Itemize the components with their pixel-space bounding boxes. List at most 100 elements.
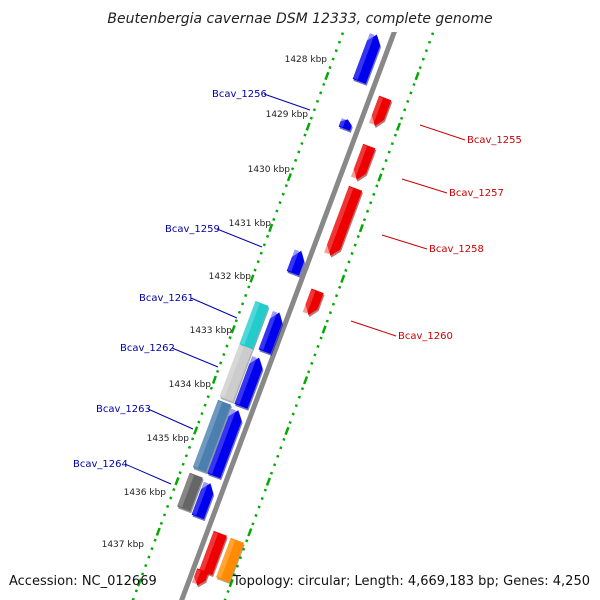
leader-line bbox=[147, 408, 194, 430]
tick-mark bbox=[235, 564, 239, 568]
gene-reverse[interactable] bbox=[368, 95, 393, 131]
gene-reverse[interactable] bbox=[323, 185, 364, 260]
tick-mark bbox=[400, 116, 404, 120]
reverse-gene-label[interactable]: Bcav_1260 bbox=[398, 331, 453, 342]
tick-mark bbox=[319, 91, 323, 95]
tick-mark bbox=[337, 40, 341, 44]
reverse-gene-label[interactable]: Bcav_1257 bbox=[449, 188, 504, 199]
tick-mark bbox=[193, 426, 199, 435]
tick-mark bbox=[234, 319, 238, 323]
tick-mark bbox=[276, 454, 280, 458]
tick-mark bbox=[414, 71, 420, 81]
tick-mark bbox=[256, 260, 260, 264]
tick-mark bbox=[226, 589, 230, 594]
tick-mark bbox=[390, 142, 394, 146]
tick-mark bbox=[262, 243, 266, 247]
tick-mark bbox=[238, 556, 243, 560]
gene-reverse[interactable] bbox=[191, 568, 210, 589]
feature-orange[interactable] bbox=[216, 537, 246, 585]
tick-mark bbox=[244, 293, 248, 298]
tick-mark bbox=[372, 192, 376, 196]
forward-gene-label[interactable]: Bcav_1262 bbox=[120, 343, 175, 354]
tick-mark bbox=[272, 217, 276, 222]
tick-mark bbox=[249, 274, 255, 283]
outer-tick-ring bbox=[223, 0, 447, 600]
feature-steel-blue[interactable] bbox=[192, 399, 233, 475]
tick-mark bbox=[294, 158, 298, 162]
tick-mark bbox=[269, 471, 274, 475]
tick-mark bbox=[166, 504, 170, 509]
tick-mark bbox=[409, 91, 413, 95]
tick-mark bbox=[279, 446, 283, 450]
leader-line bbox=[401, 178, 448, 194]
forward-gene-label[interactable]: Bcav_1263 bbox=[96, 404, 151, 415]
tick-mark bbox=[384, 158, 388, 163]
tick-mark bbox=[245, 539, 249, 543]
tick-mark bbox=[427, 40, 432, 44]
kbp-label: 1430 kbp bbox=[248, 165, 291, 175]
tick-mark bbox=[211, 375, 217, 385]
tick-mark bbox=[219, 361, 223, 365]
tick-mark bbox=[247, 285, 251, 289]
tick-mark bbox=[350, 251, 354, 256]
forward-gene-label[interactable]: Bcav_1264 bbox=[73, 459, 128, 470]
reverse-gene-label[interactable]: Bcav_1255 bbox=[467, 135, 522, 146]
gene-forward[interactable] bbox=[234, 355, 267, 411]
tick-mark bbox=[418, 66, 422, 70]
tick-mark bbox=[150, 547, 154, 551]
feature-light-gray[interactable] bbox=[219, 344, 254, 404]
gene-forward[interactable] bbox=[258, 310, 287, 356]
tick-mark bbox=[294, 404, 298, 408]
tick-mark bbox=[312, 108, 316, 112]
tick-mark bbox=[136, 578, 143, 587]
tick-mark bbox=[424, 49, 428, 53]
tick-mark bbox=[334, 294, 339, 298]
gene-forward[interactable] bbox=[286, 248, 309, 278]
genome-backbone bbox=[179, 0, 409, 600]
reverse-gene-label[interactable]: Bcav_1258 bbox=[429, 244, 484, 255]
tick-mark bbox=[257, 505, 261, 509]
leader-line bbox=[381, 234, 428, 250]
accession-text: Accession: NC_012669 bbox=[9, 574, 157, 589]
tick-mark bbox=[313, 353, 317, 357]
forward-gene-label[interactable]: Bcav_1261 bbox=[139, 293, 194, 304]
feature-cyan[interactable] bbox=[239, 301, 270, 351]
tick-mark bbox=[260, 496, 264, 501]
tick-mark bbox=[174, 476, 180, 486]
tick-mark bbox=[251, 522, 255, 526]
tick-mark bbox=[338, 285, 342, 289]
gene-reverse[interactable] bbox=[199, 530, 229, 578]
gene-forward[interactable] bbox=[352, 32, 385, 86]
tick-mark bbox=[184, 454, 188, 458]
leader-line bbox=[124, 463, 172, 485]
kbp-label: 1429 kbp bbox=[266, 110, 309, 120]
tick-mark bbox=[375, 184, 379, 188]
topology-text: Topology: circular; Length: 4,669,183 bp… bbox=[232, 574, 590, 589]
gene-reverse[interactable] bbox=[350, 143, 377, 184]
forward-gene-label[interactable]: Bcav_1256 bbox=[212, 89, 267, 100]
tick-mark bbox=[365, 209, 370, 213]
tick-mark bbox=[282, 437, 286, 441]
tick-mark bbox=[263, 488, 267, 492]
leader-line bbox=[419, 124, 466, 141]
tick-mark bbox=[344, 268, 348, 272]
gene-reverse[interactable] bbox=[302, 288, 325, 320]
tick-mark bbox=[297, 150, 301, 154]
label-leader-lines bbox=[124, 93, 466, 485]
tick-mark bbox=[172, 487, 176, 492]
feature-dark-gray[interactable] bbox=[177, 472, 205, 514]
tick-mark bbox=[275, 209, 279, 213]
gene-forward[interactable] bbox=[207, 408, 247, 481]
gene-features bbox=[177, 0, 444, 589]
tick-mark bbox=[281, 192, 285, 196]
tick-mark bbox=[284, 184, 288, 188]
gene-forward[interactable] bbox=[191, 481, 218, 522]
forward-gene-label[interactable]: Bcav_1259 bbox=[165, 224, 220, 235]
tick-mark bbox=[216, 369, 220, 373]
tick-mark bbox=[232, 573, 236, 577]
tick-mark bbox=[254, 513, 258, 518]
gene-forward[interactable] bbox=[338, 117, 355, 133]
